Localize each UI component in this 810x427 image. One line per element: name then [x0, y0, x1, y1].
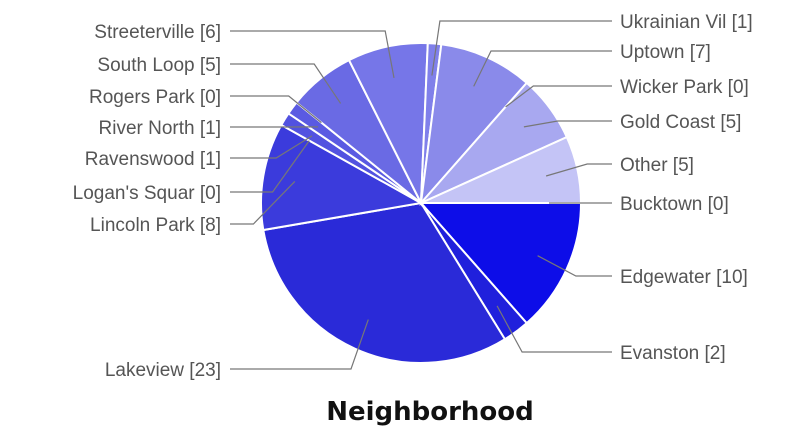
chart-title: Neighborhood — [326, 397, 534, 427]
slice-label-south-loop: South Loop [5] — [97, 55, 221, 76]
leader-line-gold-coast — [523, 120, 612, 128]
leader-line-uptown — [473, 50, 612, 87]
slice-label-logan-s-squar: Logan's Squar [0] — [73, 183, 221, 204]
slice-label-edgewater: Edgewater [10] — [620, 267, 748, 288]
leader-lines — [230, 20, 612, 370]
leader-line-lakeview — [230, 319, 369, 370]
pie-slice-lakeview — [262, 201, 507, 364]
slice-label-streeterville: Streeterville [6] — [94, 22, 221, 43]
slice-label-ukrainian-vil: Ukrainian Vil [1] — [620, 12, 753, 33]
leader-line-other — [545, 163, 612, 177]
slice-label-rogers-park: Rogers Park [0] — [89, 87, 221, 108]
leader-line-evanston — [496, 305, 612, 353]
slice-label-evanston: Evanston [2] — [620, 343, 726, 364]
leader-line-ravenswood — [230, 135, 313, 159]
leader-line-lincoln-park — [230, 180, 296, 225]
slice-label-uptown: Uptown [7] — [620, 42, 711, 63]
leader-line-south-loop — [230, 63, 342, 104]
slice-label-lincoln-park: Lincoln Park [8] — [90, 215, 221, 236]
leader-line-ukrainian-vil — [431, 20, 612, 76]
slice-label-bucktown: Bucktown [0] — [620, 194, 729, 215]
leader-line-wicker-park — [505, 85, 612, 108]
slice-labels: Bucktown [0] Edgewater [10] Evanston [2] La… — [73, 12, 753, 381]
slice-label-wicker-park: Wicker Park [0] — [620, 77, 749, 98]
leader-line-rogers-park — [230, 95, 322, 124]
pie-slice-edgewater — [418, 202, 583, 325]
slice-label-lakeview: Lakeview [23] — [105, 360, 221, 381]
slice-label-river-north: River North [1] — [99, 118, 221, 139]
leader-line-logan-s-squar — [230, 140, 310, 193]
slice-label-other: Other [5] — [620, 155, 694, 176]
leader-line-streeterville — [230, 30, 395, 79]
slice-label-gold-coast: Gold Coast [5] — [620, 112, 741, 133]
slice-label-ravenswood: Ravenswood [1] — [85, 149, 221, 170]
pie-slices — [260, 42, 583, 364]
pie-slice-uptown — [419, 43, 529, 207]
leader-line-edgewater — [537, 255, 612, 277]
